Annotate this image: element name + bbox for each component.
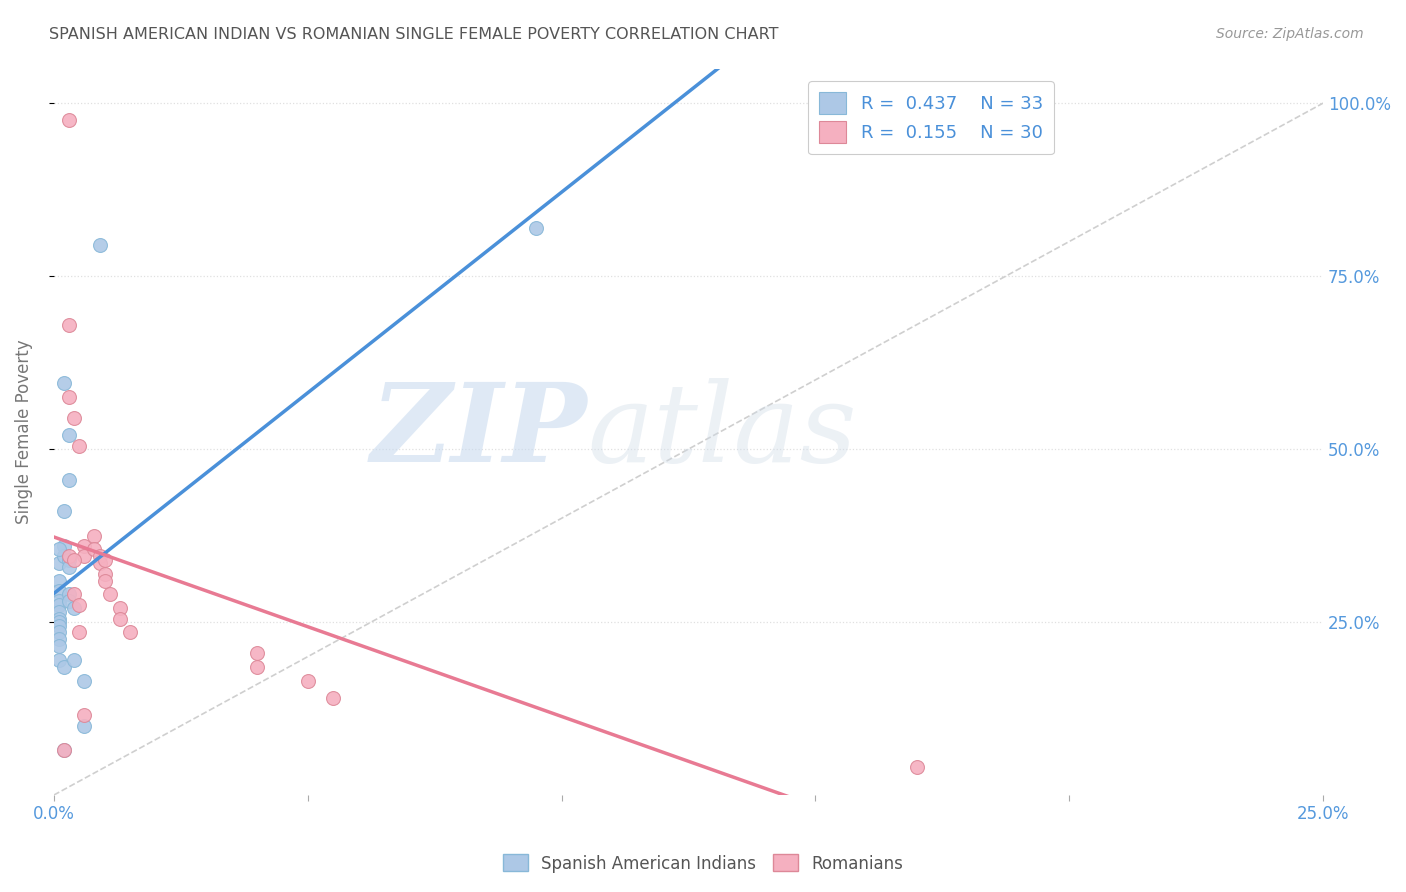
- Text: atlas: atlas: [586, 378, 856, 485]
- Point: [246, 646, 269, 660]
- Point: [53, 743, 76, 757]
- Point: [58, 113, 80, 128]
- Point: [63, 587, 86, 601]
- Point: [53, 504, 76, 518]
- Point: [63, 553, 86, 567]
- Point: [67, 439, 90, 453]
- Point: [322, 691, 344, 706]
- Point: [63, 653, 86, 667]
- Point: [48, 615, 70, 629]
- Point: [297, 673, 319, 688]
- Legend: Spanish American Indians, Romanians: Spanish American Indians, Romanians: [496, 847, 910, 880]
- Point: [48, 653, 70, 667]
- Point: [48, 583, 70, 598]
- Point: [73, 719, 96, 733]
- Point: [53, 549, 76, 564]
- Point: [58, 473, 80, 487]
- Point: [524, 220, 547, 235]
- Point: [83, 528, 105, 542]
- Point: [89, 556, 111, 570]
- Point: [83, 542, 105, 557]
- Point: [53, 660, 76, 674]
- Point: [48, 618, 70, 632]
- Point: [58, 559, 80, 574]
- Point: [93, 553, 115, 567]
- Point: [108, 601, 131, 615]
- Point: [118, 625, 141, 640]
- Point: [67, 598, 90, 612]
- Point: [108, 612, 131, 626]
- Point: [67, 625, 90, 640]
- Y-axis label: Single Female Poverty: Single Female Poverty: [15, 340, 32, 524]
- Point: [48, 625, 70, 640]
- Point: [48, 574, 70, 588]
- Point: [93, 574, 115, 588]
- Point: [73, 539, 96, 553]
- Point: [53, 743, 76, 757]
- Point: [53, 539, 76, 553]
- Point: [53, 376, 76, 391]
- Text: Source: ZipAtlas.com: Source: ZipAtlas.com: [1216, 27, 1364, 41]
- Legend: R =  0.437    N = 33, R =  0.155    N = 30: R = 0.437 N = 33, R = 0.155 N = 30: [808, 81, 1054, 154]
- Point: [48, 556, 70, 570]
- Point: [48, 594, 70, 608]
- Point: [58, 549, 80, 564]
- Point: [48, 605, 70, 619]
- Point: [48, 598, 70, 612]
- Point: [58, 553, 80, 567]
- Point: [73, 708, 96, 723]
- Point: [246, 660, 269, 674]
- Point: [93, 566, 115, 581]
- Point: [58, 587, 80, 601]
- Point: [73, 549, 96, 564]
- Point: [89, 238, 111, 252]
- Point: [905, 760, 928, 774]
- Point: [98, 587, 121, 601]
- Point: [58, 390, 80, 404]
- Point: [53, 549, 76, 564]
- Text: ZIP: ZIP: [370, 378, 586, 485]
- Point: [89, 549, 111, 564]
- Point: [48, 542, 70, 557]
- Point: [58, 594, 80, 608]
- Point: [48, 640, 70, 654]
- Point: [58, 428, 80, 442]
- Point: [63, 411, 86, 425]
- Point: [58, 318, 80, 332]
- Text: SPANISH AMERICAN INDIAN VS ROMANIAN SINGLE FEMALE POVERTY CORRELATION CHART: SPANISH AMERICAN INDIAN VS ROMANIAN SING…: [49, 27, 779, 42]
- Point: [48, 632, 70, 647]
- Point: [48, 612, 70, 626]
- Point: [73, 673, 96, 688]
- Point: [63, 601, 86, 615]
